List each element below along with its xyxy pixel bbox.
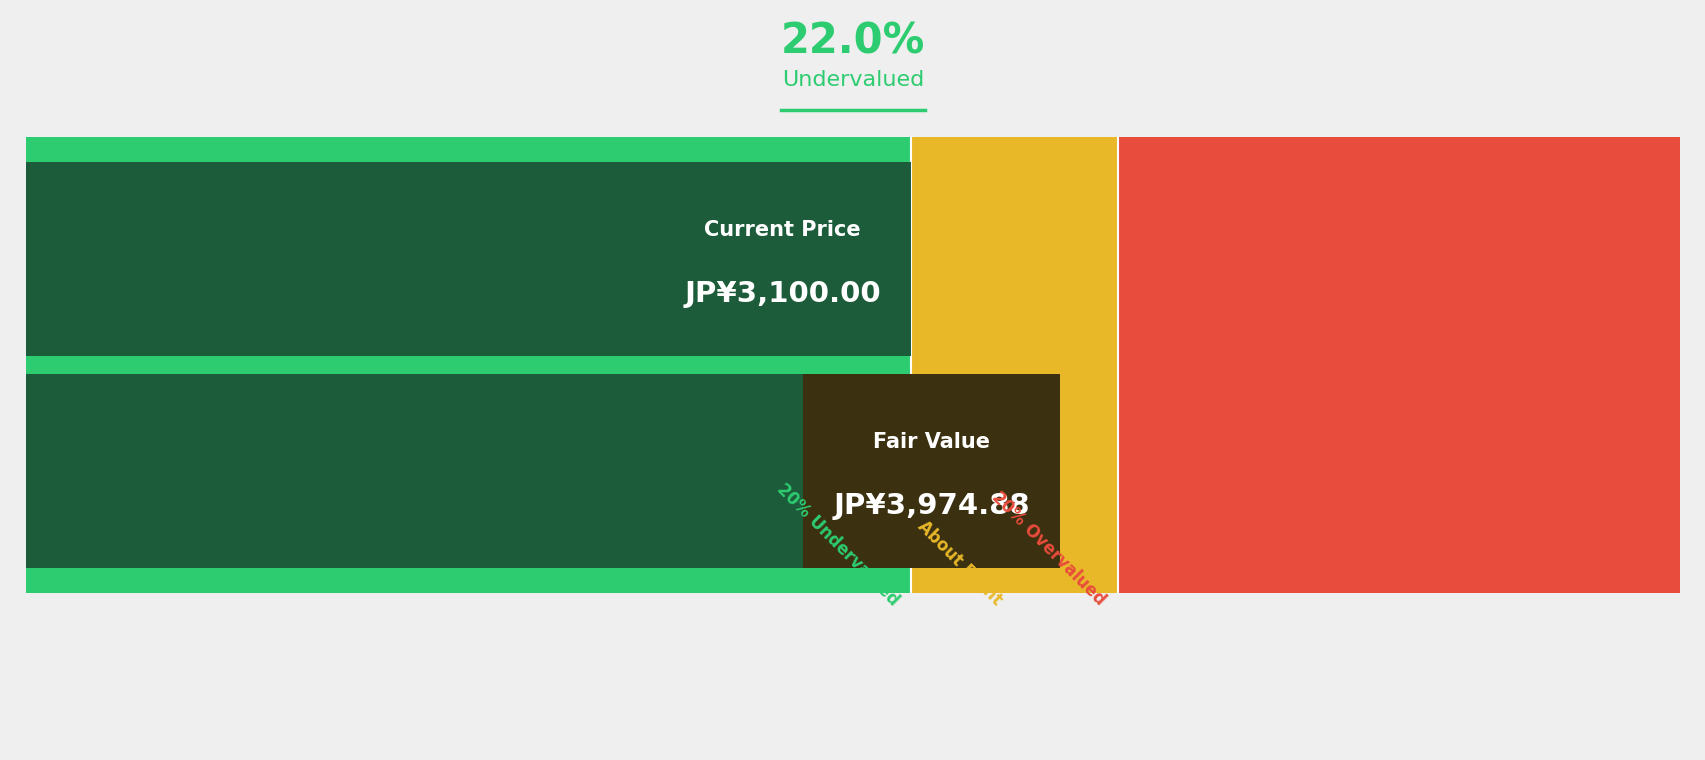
Text: Fair Value: Fair Value — [873, 432, 989, 451]
Bar — [803, 374, 1059, 568]
Bar — [26, 137, 910, 593]
Text: JP¥3,100.00: JP¥3,100.00 — [684, 280, 880, 308]
Text: 22.0%: 22.0% — [781, 21, 924, 63]
Text: Current Price: Current Price — [704, 220, 861, 239]
Bar — [1117, 137, 1679, 593]
Bar — [26, 162, 910, 356]
Text: JP¥3,974.88: JP¥3,974.88 — [832, 492, 1030, 520]
Bar — [655, 162, 910, 356]
Text: 20% Undervalued: 20% Undervalued — [772, 480, 902, 610]
Bar — [26, 374, 910, 568]
Text: About Right: About Right — [914, 518, 1006, 610]
Text: 20% Overvalued: 20% Overvalued — [987, 489, 1108, 610]
Text: Undervalued: Undervalued — [781, 70, 924, 90]
Bar — [910, 137, 1117, 593]
